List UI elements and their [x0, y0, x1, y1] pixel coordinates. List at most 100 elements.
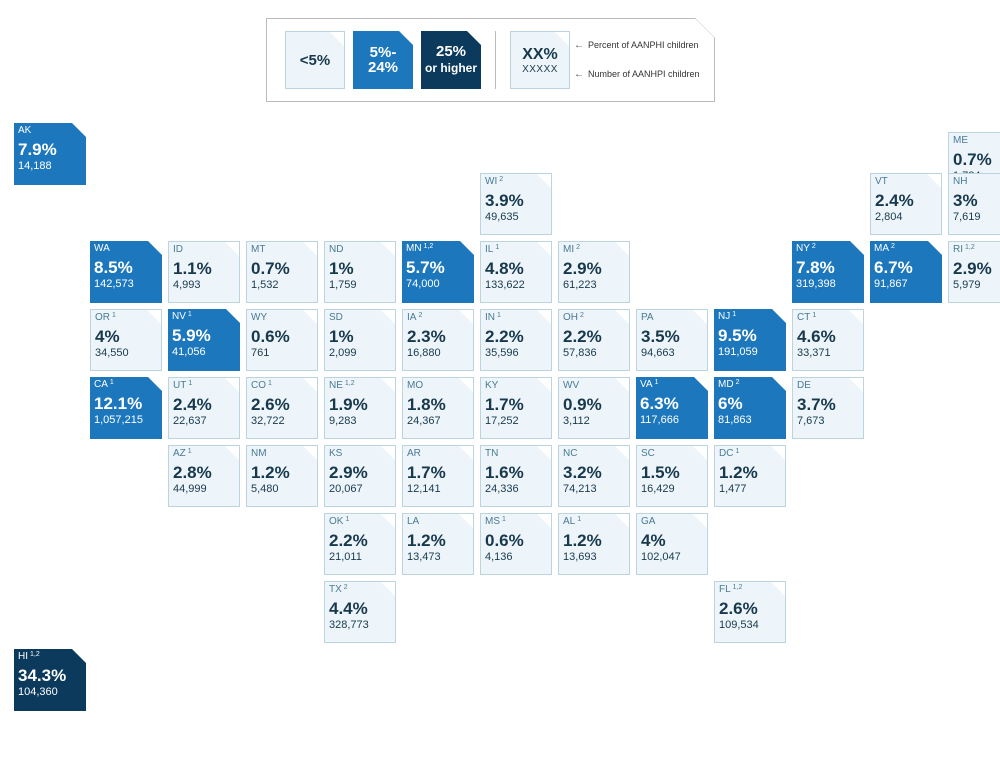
state-number: 12,141	[407, 483, 469, 495]
state-footnote: 2	[812, 243, 816, 251]
state-tile-mt: MT0.7%1,532	[246, 241, 318, 303]
state-tile-mo: MO1.8%24,367	[402, 377, 474, 439]
state-percent: 4.8%	[485, 259, 547, 279]
state-number: 191,059	[718, 346, 782, 358]
state-percent: 1.2%	[251, 463, 313, 483]
state-abbr: NV1	[172, 311, 236, 323]
legend-arrows: ← ←	[574, 31, 584, 89]
state-percent: 7.9%	[18, 140, 82, 160]
state-abbr: ME	[953, 135, 1000, 147]
legend-low-label: <5%	[300, 53, 330, 68]
state-percent: 3.5%	[641, 327, 703, 347]
state-abbr: CA1	[94, 379, 158, 391]
state-abbr: AR	[407, 448, 469, 460]
state-abbr: DE	[797, 380, 859, 392]
state-number: 1,759	[329, 279, 391, 291]
state-tile-ky: KY1.7%17,252	[480, 377, 552, 439]
state-abbr: DC1	[719, 448, 781, 460]
state-tile-mi: MI22.9%61,223	[558, 241, 630, 303]
state-abbr: AL1	[563, 516, 625, 528]
state-abbr: NY2	[796, 243, 860, 255]
state-percent: 2.9%	[563, 259, 625, 279]
state-number: 1,532	[251, 279, 313, 291]
state-abbr: NJ1	[718, 311, 782, 323]
state-tile-ma: MA26.7%91,867	[870, 241, 942, 303]
state-abbr: IL1	[485, 244, 547, 256]
state-tile-va: VA16.3%117,666	[636, 377, 708, 439]
state-percent: 8.5%	[94, 258, 158, 278]
state-percent: 1.2%	[563, 531, 625, 551]
state-tile-ca: CA112.1%1,057,215	[90, 377, 162, 439]
state-footnote: 2	[418, 312, 422, 320]
state-tile-md: MD26%81,863	[714, 377, 786, 439]
state-number: 328,773	[329, 619, 391, 631]
state-number: 49,635	[485, 211, 547, 223]
state-number: 81,863	[718, 414, 782, 426]
state-number: 74,000	[406, 278, 470, 290]
state-abbr: PA	[641, 312, 703, 324]
state-abbr: IN1	[485, 312, 547, 324]
state-abbr: CO1	[251, 380, 313, 392]
state-percent: 0.6%	[251, 327, 313, 347]
state-tile-wa: WA8.5%142,573	[90, 241, 162, 303]
state-abbr: MI2	[563, 244, 625, 256]
state-tile-al: AL11.2%13,693	[558, 513, 630, 575]
state-tile-ms: MS10.6%4,136	[480, 513, 552, 575]
state-number: 20,067	[329, 483, 391, 495]
state-percent: 1.7%	[407, 463, 469, 483]
state-percent: 5.7%	[406, 258, 470, 278]
state-abbr: NM	[251, 448, 313, 460]
state-abbr: NC	[563, 448, 625, 460]
state-abbr: KS	[329, 448, 391, 460]
state-tile-sc: SC1.5%16,429	[636, 445, 708, 507]
state-percent: 3.7%	[797, 395, 859, 415]
legend-high-line2: or higher	[425, 61, 477, 75]
state-footnote: 1	[495, 244, 499, 252]
state-percent: 1.6%	[485, 463, 547, 483]
state-number: 2,099	[329, 347, 391, 359]
state-footnote: 2	[576, 244, 580, 252]
state-tile-ks: KS2.9%20,067	[324, 445, 396, 507]
legend-key-percent: XX%	[522, 46, 558, 64]
state-footnote: 1,2	[965, 244, 975, 252]
state-number: 5,480	[251, 483, 313, 495]
state-footnote: 1,2	[733, 584, 743, 592]
state-abbr: MD2	[718, 379, 782, 391]
state-number: 34,550	[95, 347, 157, 359]
state-tile-il: IL14.8%133,622	[480, 241, 552, 303]
state-number: 104,360	[18, 686, 82, 698]
state-number: 1,477	[719, 483, 781, 495]
state-percent: 7.8%	[796, 258, 860, 278]
state-number: 21,011	[329, 551, 391, 563]
state-percent: 4.6%	[797, 327, 859, 347]
state-percent: 34.3%	[18, 666, 82, 686]
state-footnote: 1,2	[30, 651, 40, 659]
state-abbr: FL1,2	[719, 584, 781, 596]
state-percent: 0.6%	[485, 531, 547, 551]
state-percent: 2.2%	[563, 327, 625, 347]
state-number: 4,993	[173, 279, 235, 291]
state-percent: 2.3%	[407, 327, 469, 347]
state-footnote: 1	[188, 448, 192, 456]
state-percent: 1.2%	[719, 463, 781, 483]
legend-key-number: XXXXX	[522, 64, 558, 75]
state-abbr: NH	[953, 176, 1000, 188]
state-abbr: MA2	[874, 243, 938, 255]
state-percent: 4%	[95, 327, 157, 347]
state-percent: 1.9%	[329, 395, 391, 415]
state-tile-fl: FL1,22.6%109,534	[714, 581, 786, 643]
state-tile-nv: NV15.9%41,056	[168, 309, 240, 371]
state-tile-ct: CT14.6%33,371	[792, 309, 864, 371]
state-footnote: 1	[110, 379, 114, 387]
state-footnote: 2	[499, 176, 503, 184]
legend-desc-number: Number of AANHPI children	[588, 69, 700, 80]
state-number: 7,619	[953, 211, 1000, 223]
state-abbr: WV	[563, 380, 625, 392]
state-number: 57,836	[563, 347, 625, 359]
state-abbr: ND	[329, 244, 391, 256]
state-percent: 3.2%	[563, 463, 625, 483]
legend-desc-percent: Percent of AANPHI children	[588, 40, 700, 51]
state-abbr: MO	[407, 380, 469, 392]
state-footnote: 1	[502, 516, 506, 524]
state-number: 319,398	[796, 278, 860, 290]
